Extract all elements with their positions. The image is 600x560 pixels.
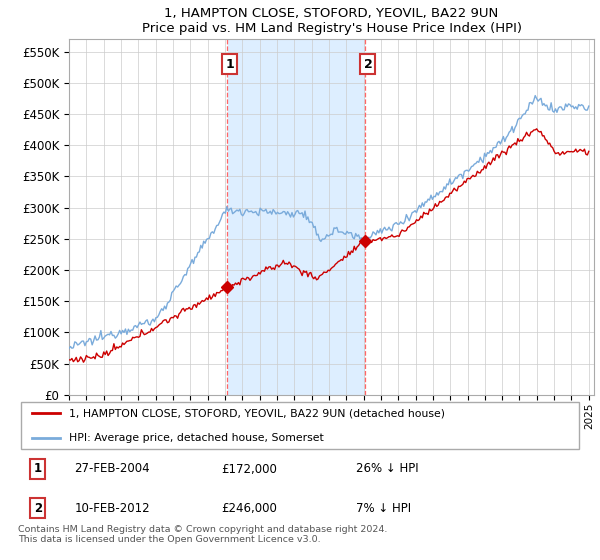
Text: HPI: Average price, detached house, Somerset: HPI: Average price, detached house, Some… xyxy=(69,433,323,443)
Text: 10-FEB-2012: 10-FEB-2012 xyxy=(74,502,150,515)
Text: £246,000: £246,000 xyxy=(221,502,277,515)
Text: £172,000: £172,000 xyxy=(221,463,277,475)
Text: 1: 1 xyxy=(34,463,42,475)
FancyBboxPatch shape xyxy=(21,403,579,449)
Text: Contains HM Land Registry data © Crown copyright and database right 2024.
This d: Contains HM Land Registry data © Crown c… xyxy=(18,525,388,544)
Text: 2: 2 xyxy=(34,502,42,515)
Text: 7% ↓ HPI: 7% ↓ HPI xyxy=(356,502,412,515)
Text: 26% ↓ HPI: 26% ↓ HPI xyxy=(356,463,419,475)
Text: 27-FEB-2004: 27-FEB-2004 xyxy=(74,463,150,475)
Text: 1, HAMPTON CLOSE, STOFORD, YEOVIL, BA22 9UN (detached house): 1, HAMPTON CLOSE, STOFORD, YEOVIL, BA22 … xyxy=(69,408,445,418)
Text: 1: 1 xyxy=(225,58,234,71)
Text: 2: 2 xyxy=(364,58,372,71)
Title: 1, HAMPTON CLOSE, STOFORD, YEOVIL, BA22 9UN
Price paid vs. HM Land Registry's Ho: 1, HAMPTON CLOSE, STOFORD, YEOVIL, BA22 … xyxy=(142,7,521,35)
